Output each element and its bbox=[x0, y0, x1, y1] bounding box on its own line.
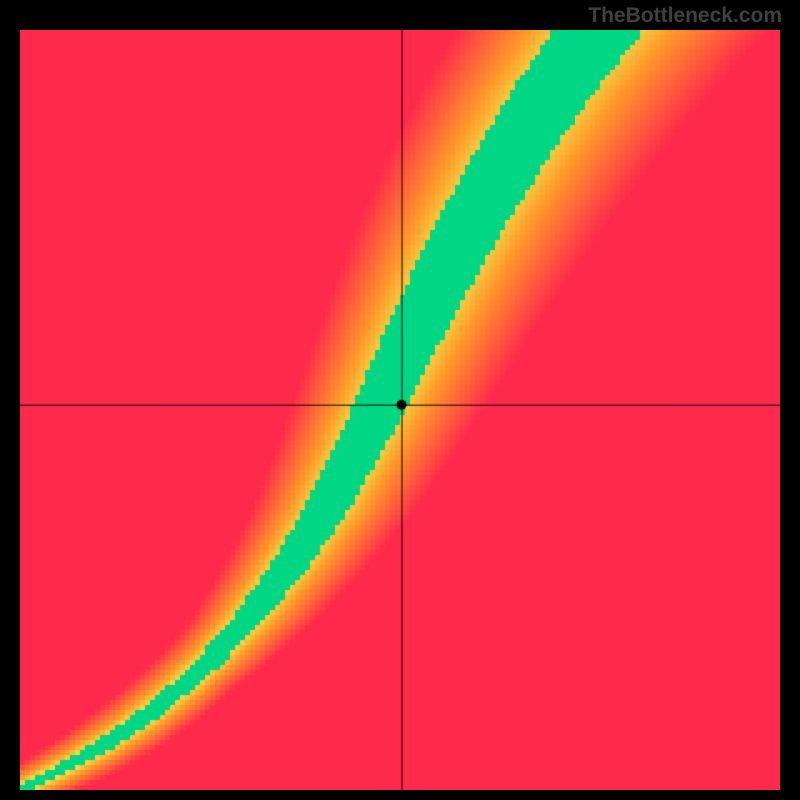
chart-container: TheBottleneck.com bbox=[0, 0, 800, 800]
bottleneck-heatmap bbox=[20, 30, 780, 790]
watermark-text: TheBottleneck.com bbox=[588, 4, 782, 28]
